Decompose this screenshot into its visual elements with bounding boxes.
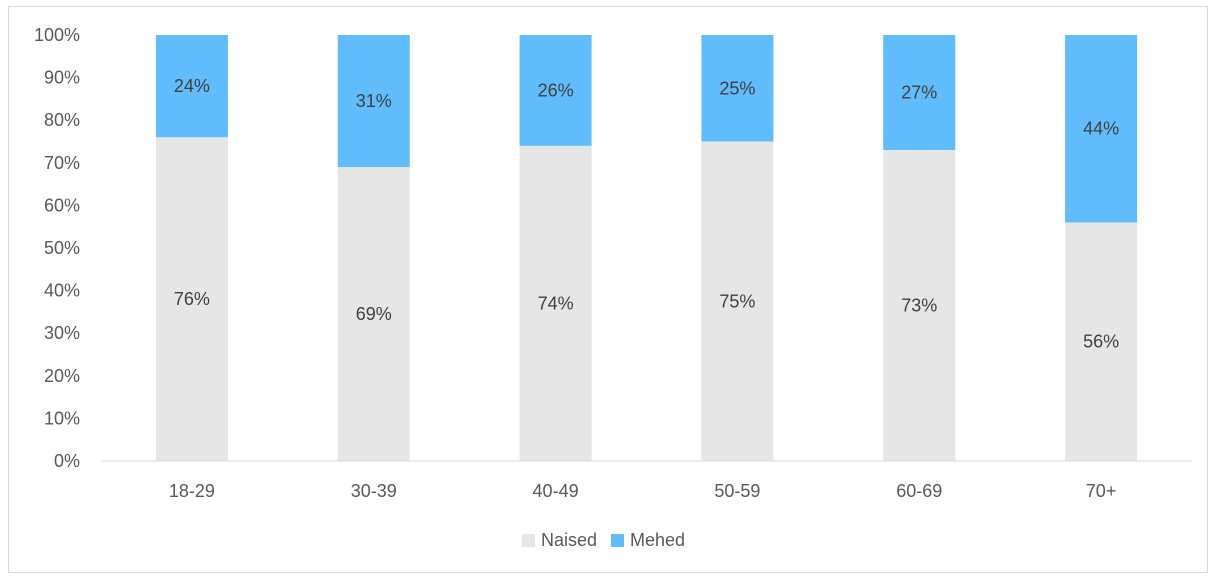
y-tick-label: 100% <box>34 25 80 45</box>
y-tick-label: 40% <box>44 281 80 301</box>
y-tick-label: 90% <box>44 68 80 88</box>
data-label-mehed-4: 27% <box>901 83 937 103</box>
data-label-naised-2: 74% <box>538 293 574 313</box>
legend: Naised Mehed <box>522 530 685 550</box>
legend-label-mehed: Mehed <box>630 530 685 550</box>
data-label-naised-4: 73% <box>901 296 937 316</box>
bar-segment-mehed-2 <box>519 35 592 146</box>
data-label-mehed-1: 31% <box>356 91 392 111</box>
legend-swatch-mehed <box>611 534 624 547</box>
y-tick-label: 30% <box>44 323 80 343</box>
x-tick-label: 30-39 <box>351 481 397 501</box>
bar-segment-mehed-3 <box>701 35 774 142</box>
bars <box>155 35 1138 462</box>
x-tick-label: 60-69 <box>896 481 942 501</box>
data-label-naised-1: 69% <box>356 304 392 324</box>
y-tick-label: 0% <box>54 451 80 471</box>
bar-segment-mehed-4 <box>883 35 956 151</box>
y-tick-label: 70% <box>44 153 80 173</box>
y-axis-ticks: 0% 10% 20% 30% 40% 50% 60% 70% 80% 90% 100% <box>34 25 80 471</box>
y-tick-label: 20% <box>44 366 80 386</box>
x-tick-label: 40-49 <box>533 481 579 501</box>
bar-segment-naised-2 <box>519 145 592 461</box>
bar-segment-naised-4 <box>883 150 956 461</box>
bar-segment-mehed-5 <box>1065 35 1138 223</box>
bar-segment-naised-3 <box>701 141 774 461</box>
y-tick-label: 80% <box>44 110 80 130</box>
bar-segment-naised-5 <box>1065 222 1138 461</box>
data-label-mehed-3: 25% <box>719 78 755 98</box>
data-label-naised-0: 76% <box>174 289 210 309</box>
legend-swatch-naised <box>522 534 535 547</box>
y-tick-label: 60% <box>44 195 80 215</box>
data-label-mehed-5: 44% <box>1083 119 1119 139</box>
x-tick-label: 18-29 <box>169 481 215 501</box>
data-label-mehed-2: 26% <box>538 80 574 100</box>
bar-segment-mehed-0 <box>155 35 228 138</box>
legend-label-naised: Naised <box>541 530 597 550</box>
x-tick-label: 70+ <box>1086 481 1117 501</box>
data-label-mehed-0: 24% <box>174 76 210 96</box>
bar-segment-naised-0 <box>155 137 228 462</box>
bar-segment-naised-1 <box>337 167 410 461</box>
x-axis-ticks: 18-29 30-39 40-49 50-59 60-69 70+ <box>169 481 1116 501</box>
y-tick-label: 50% <box>44 238 80 258</box>
data-label-naised-5: 56% <box>1083 332 1119 352</box>
x-tick-label: 50-59 <box>714 481 760 501</box>
y-tick-label: 10% <box>44 408 80 428</box>
bar-segment-mehed-1 <box>337 35 410 168</box>
data-label-naised-3: 75% <box>719 291 755 311</box>
data-labels: 76% 24% 69% 31% 74% 26% 75% 25% 73% 27% 56% 44% <box>174 76 1119 352</box>
